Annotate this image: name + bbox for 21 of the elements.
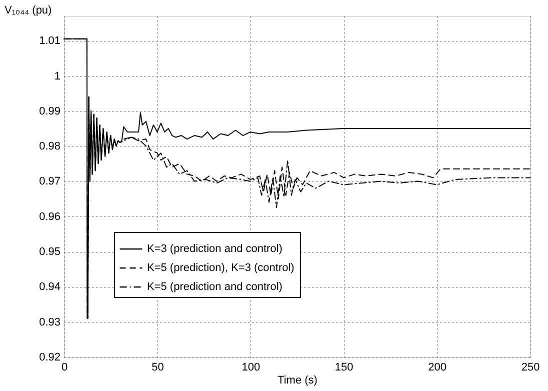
x-tick-label: 50 xyxy=(152,362,164,374)
y-tick-label: 0.94 xyxy=(39,281,60,294)
legend-label: K=3 (prediction and control) xyxy=(147,243,282,255)
y-tick-label: 0.95 xyxy=(39,246,60,258)
y-tick-label: 0.93 xyxy=(39,316,60,328)
y-tick-label: 0.98 xyxy=(39,140,60,153)
legend-label: K=5 (prediction and control) xyxy=(147,281,282,293)
y-tick-label: 0.92 xyxy=(39,352,60,364)
y-tick-label: 0.99 xyxy=(39,105,60,118)
y-axis-title: V₁₀₄₄ (pu) xyxy=(4,4,52,16)
x-tick-label: 100 xyxy=(242,362,260,374)
x-tick-label: 150 xyxy=(334,362,354,374)
x-tick-label: 250 xyxy=(521,362,540,374)
legend-label: K=5 (prediction), K=3 (control) xyxy=(147,262,294,274)
y-tick-label: 0.97 xyxy=(39,176,60,188)
x-axis-title: Time (s) xyxy=(278,374,318,386)
x-tick-label: 200 xyxy=(428,362,446,374)
y-tick-label: 1 xyxy=(54,70,60,82)
x-tick-label: 0 xyxy=(61,362,68,374)
y-tick-label: 0.96 xyxy=(39,210,60,223)
y-tick-label: 1.01 xyxy=(39,35,60,48)
